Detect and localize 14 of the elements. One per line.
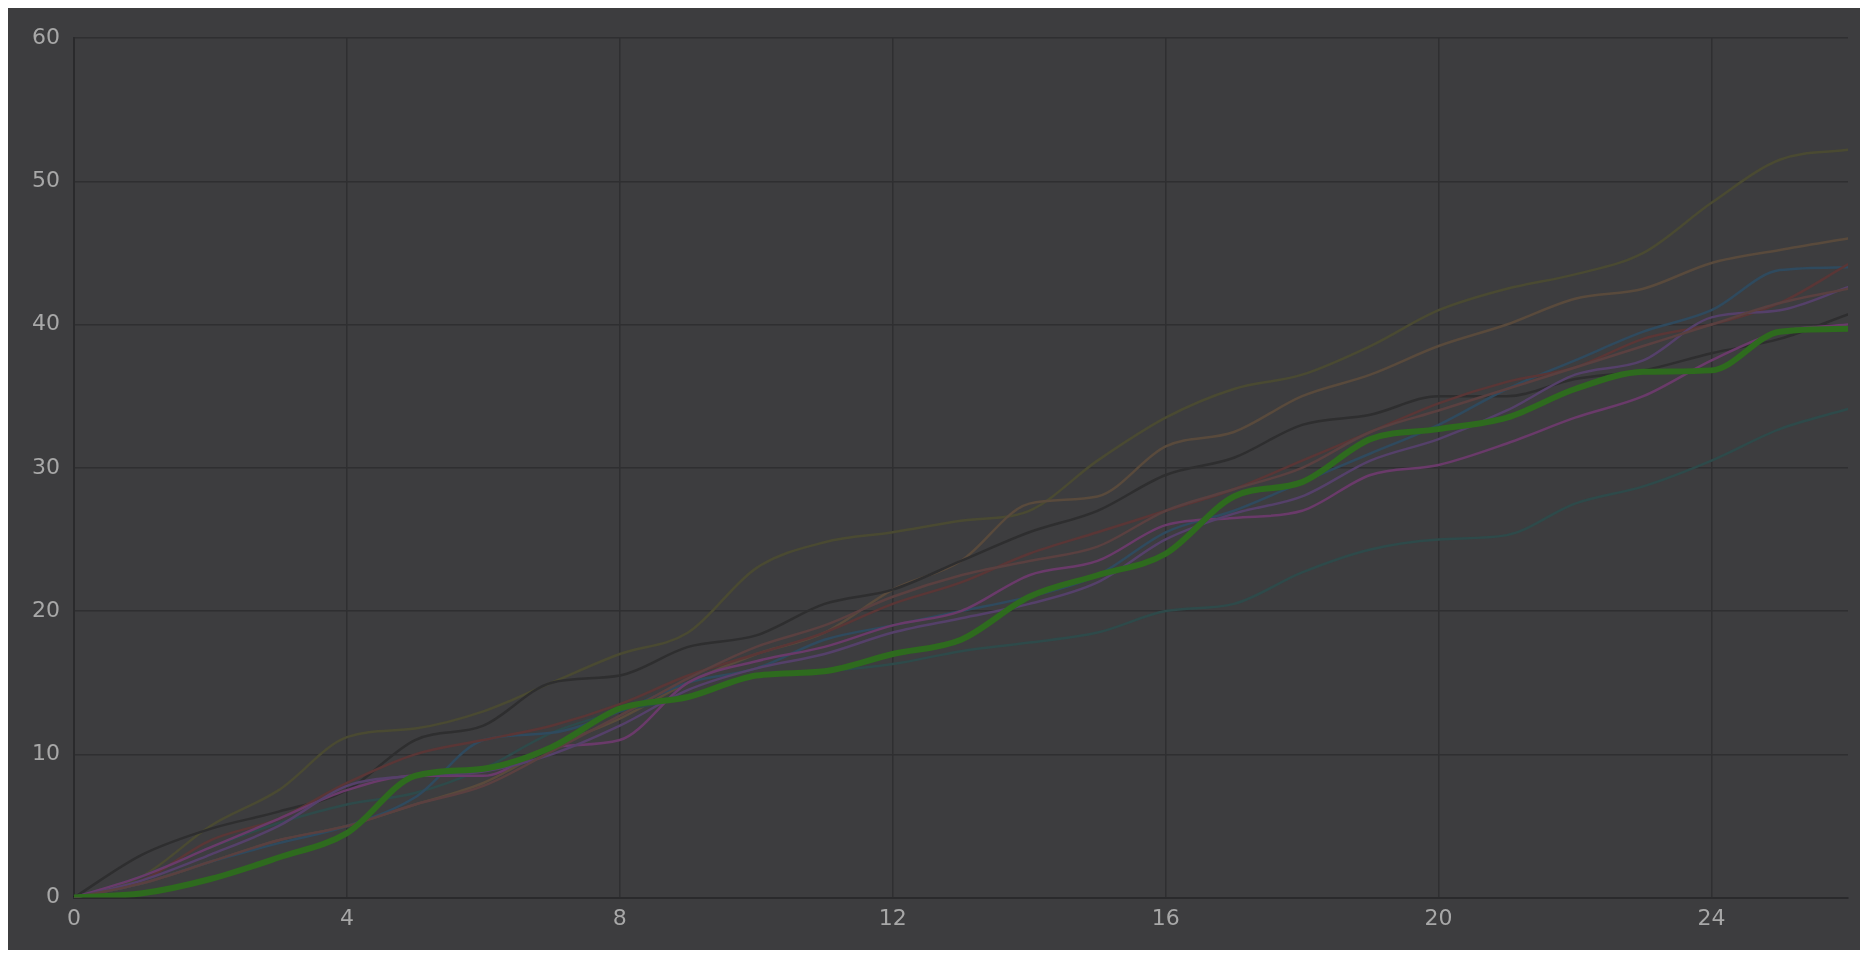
x-tick-label: 24 <box>1697 904 1726 930</box>
y-tick-label: 40 <box>31 310 60 336</box>
y-tick-label: 10 <box>31 740 60 766</box>
y-tick-label: 0 <box>45 883 60 909</box>
y-tick-label: 50 <box>31 166 60 192</box>
x-tick-label: 8 <box>612 904 627 930</box>
x-tick-label: 4 <box>339 904 354 930</box>
y-tick-label: 20 <box>31 596 60 622</box>
y-tick-label: 30 <box>31 453 60 479</box>
x-tick-label: 0 <box>66 904 81 930</box>
x-tick-label: 12 <box>878 904 907 930</box>
x-tick-label: 20 <box>1424 904 1453 930</box>
x-tick-label: 16 <box>1151 904 1180 930</box>
y-tick-label: 60 <box>31 23 60 49</box>
